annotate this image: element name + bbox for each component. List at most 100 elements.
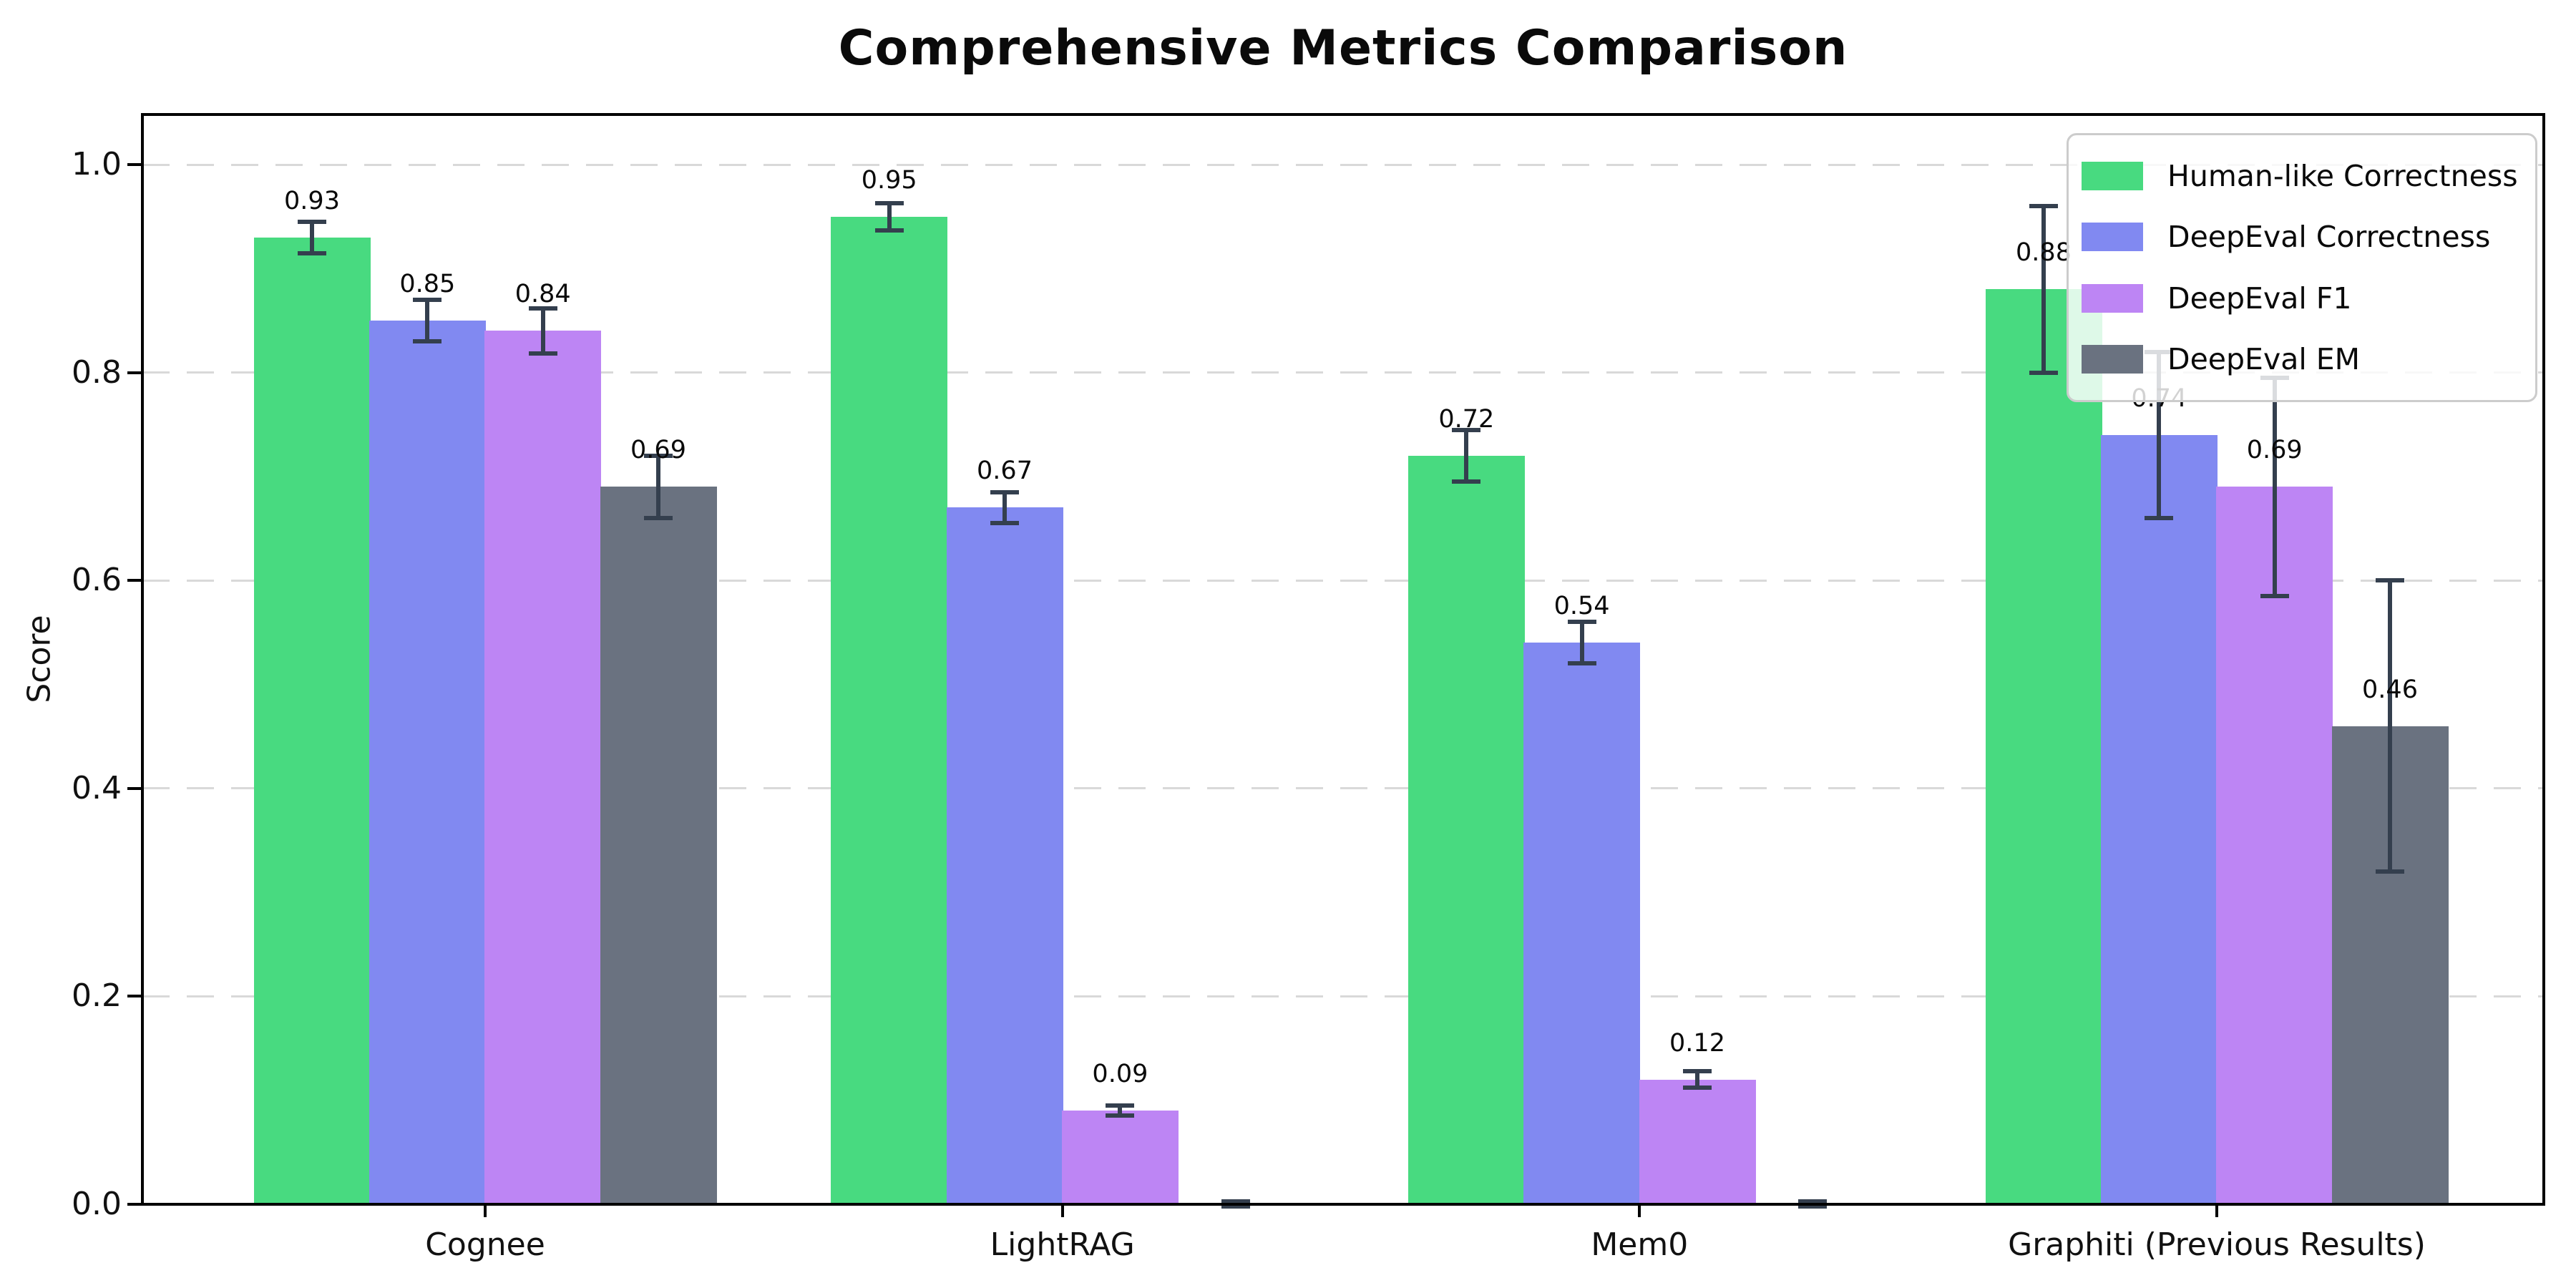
plot-area: 0.930.950.720.880.850.670.540.740.840.09… bbox=[141, 113, 2545, 1209]
error-bar-cap bbox=[528, 351, 557, 356]
legend-swatch-icon bbox=[2082, 345, 2143, 374]
y-tick-label: 0.4 bbox=[72, 769, 122, 806]
error-bar bbox=[656, 455, 660, 518]
y-axis-label: Score bbox=[21, 615, 58, 703]
error-bar-cap bbox=[1798, 1204, 1828, 1209]
y-axis-spine bbox=[141, 113, 144, 1206]
error-bar-cap bbox=[2029, 370, 2058, 375]
y-tick-mark bbox=[127, 371, 142, 374]
error-bar-cap bbox=[1221, 1204, 1250, 1209]
error-bar bbox=[1695, 1071, 1699, 1088]
error-bar bbox=[425, 299, 430, 341]
bar-deepeval-em-1 bbox=[600, 487, 717, 1204]
error-bar bbox=[540, 308, 545, 354]
error-bar-cap bbox=[874, 228, 904, 233]
bar-value-label: 0.69 bbox=[2246, 436, 2303, 465]
y-tick-label: 0.6 bbox=[72, 562, 122, 599]
bar-deepeval-correctness-1 bbox=[369, 320, 486, 1204]
gridline-y-0.6 bbox=[142, 579, 2544, 582]
error-bar bbox=[2272, 377, 2277, 596]
gridline-y-1.0 bbox=[142, 163, 2544, 166]
bar-value-label: 0.95 bbox=[861, 165, 917, 195]
bar-human-like-correctness-3 bbox=[1407, 455, 1525, 1204]
error-bar bbox=[887, 203, 892, 230]
error-bar bbox=[2041, 206, 2046, 373]
x-tick-mark bbox=[1060, 1206, 1064, 1217]
error-bar-cap bbox=[644, 516, 673, 521]
x-tick-mark bbox=[2215, 1206, 2218, 1217]
error-bar-cap bbox=[1683, 1069, 1712, 1074]
legend-swatch-icon bbox=[2082, 223, 2143, 252]
bar-value-label: 0.67 bbox=[977, 457, 1033, 486]
legend-swatch-icon bbox=[2082, 283, 2143, 313]
bar-deepeval-f1-1 bbox=[484, 331, 602, 1204]
legend-item: Human-like Correctness bbox=[2082, 159, 2535, 193]
x-tick-label-3: Mem0 bbox=[1591, 1226, 1689, 1263]
error-bar bbox=[2157, 351, 2162, 518]
bar-value-label: 0.72 bbox=[1438, 404, 1495, 434]
error-bar-cap bbox=[2029, 204, 2058, 209]
y-tick-mark bbox=[127, 786, 142, 790]
error-bar bbox=[310, 221, 314, 253]
y-tick-mark bbox=[127, 995, 142, 998]
bar-deepeval-f1-3 bbox=[1639, 1079, 1756, 1204]
error-bar-cap bbox=[1567, 661, 1596, 666]
error-bar-cap bbox=[2376, 578, 2404, 583]
bar-deepeval-correctness-2 bbox=[946, 507, 1063, 1204]
error-bar bbox=[1002, 492, 1007, 524]
bar-human-like-correctness-2 bbox=[831, 216, 948, 1204]
legend-label: DeepEval Correctness bbox=[2167, 220, 2491, 255]
error-bar-cap bbox=[1452, 427, 1481, 432]
error-bar bbox=[1118, 1105, 1123, 1116]
x-tick-label-4: Graphiti (Previous Results) bbox=[2008, 1226, 2426, 1263]
error-bar-cap bbox=[1221, 1199, 1250, 1204]
error-bar-cap bbox=[990, 489, 1019, 494]
right-spine bbox=[2542, 113, 2545, 1206]
error-bar-cap bbox=[1798, 1199, 1828, 1204]
bar-deepeval-correctness-3 bbox=[1523, 643, 1641, 1204]
error-bar-cap bbox=[990, 521, 1019, 526]
error-bar-cap bbox=[1106, 1103, 1135, 1108]
bar-value-label: 0.85 bbox=[399, 269, 456, 298]
gridline-y-0.4 bbox=[142, 787, 2544, 790]
error-bar-cap bbox=[1452, 479, 1481, 484]
x-tick-label-2: LightRAG bbox=[990, 1226, 1135, 1263]
legend: Human-like Correctness DeepEval Correctne… bbox=[2067, 133, 2537, 402]
x-tick-label-1: Cognee bbox=[425, 1226, 545, 1263]
chart-title: Comprehensive Metrics Comparison bbox=[838, 20, 1848, 77]
error-bar-cap bbox=[644, 453, 673, 458]
bar-value-label: 0.46 bbox=[2362, 675, 2418, 704]
bar-deepeval-f1-2 bbox=[1061, 1111, 1179, 1204]
bar-deepeval-correctness-4 bbox=[2100, 434, 2218, 1204]
bar-human-like-correctness-1 bbox=[253, 237, 371, 1204]
gridline-y-0.2 bbox=[142, 995, 2544, 997]
y-tick-label: 0.2 bbox=[72, 977, 122, 1015]
y-tick-mark bbox=[127, 1203, 142, 1206]
error-bar-cap bbox=[413, 339, 442, 343]
bar-value-label: 0.54 bbox=[1553, 592, 1610, 621]
legend-swatch-icon bbox=[2082, 161, 2143, 190]
bar-value-label: 0.69 bbox=[630, 436, 686, 465]
error-bar bbox=[1579, 622, 1584, 664]
error-bar-cap bbox=[298, 250, 326, 255]
error-bar-cap bbox=[2260, 593, 2289, 598]
y-tick-mark bbox=[127, 163, 142, 166]
bar-value-label: 0.88 bbox=[2016, 238, 2072, 268]
error-bar-cap bbox=[1567, 620, 1596, 625]
error-bar-cap bbox=[1106, 1113, 1135, 1118]
bar-deepeval-f1-4 bbox=[2216, 487, 2333, 1204]
legend-label: DeepEval EM bbox=[2167, 342, 2361, 377]
error-bar bbox=[1464, 429, 1469, 482]
y-tick-mark bbox=[127, 579, 142, 582]
bar-value-label: 0.12 bbox=[1669, 1028, 1725, 1058]
bar-value-label: 0.93 bbox=[284, 186, 340, 215]
x-tick-mark bbox=[484, 1206, 487, 1217]
error-bar-cap bbox=[1683, 1085, 1712, 1091]
top-spine bbox=[141, 113, 2545, 116]
error-bar-cap bbox=[528, 306, 557, 311]
error-bar-cap bbox=[874, 200, 904, 205]
legend-label: DeepEval F1 bbox=[2167, 280, 2352, 316]
y-tick-label: 0.8 bbox=[72, 353, 122, 391]
x-axis-spine bbox=[141, 1203, 2545, 1206]
